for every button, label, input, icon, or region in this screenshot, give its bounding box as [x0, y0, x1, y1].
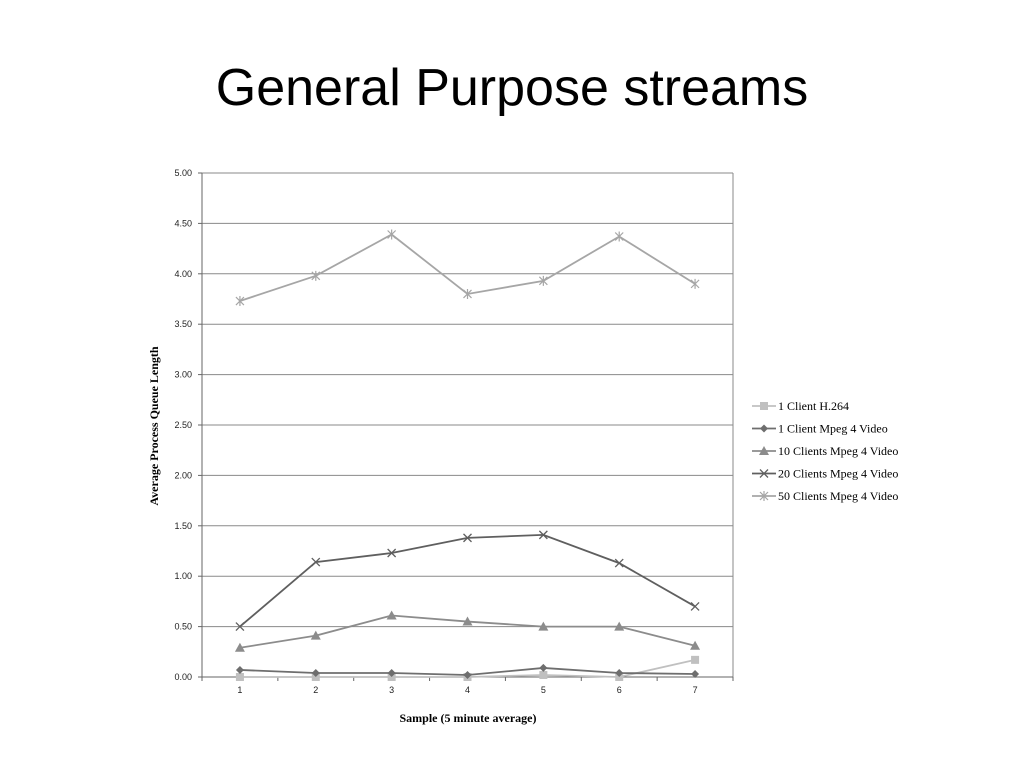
y-tick-label: 1.50 — [174, 521, 192, 531]
data-point — [614, 621, 625, 631]
data-point — [690, 640, 701, 650]
y-tick-label: 3.50 — [174, 319, 192, 329]
data-point — [614, 558, 624, 568]
legend-entry: 50 Clients Mpeg 4 Video — [752, 489, 898, 503]
data-point — [234, 642, 245, 652]
y-tick-label: 5.00 — [174, 168, 192, 178]
legend-entry: 10 Clients Mpeg 4 Video — [752, 444, 898, 458]
x-tick-label: 3 — [389, 685, 394, 695]
data-point — [539, 670, 548, 679]
x-tick-label: 1 — [237, 685, 242, 695]
data-point — [463, 288, 472, 299]
x-tick-label: 5 — [541, 685, 546, 695]
data-point — [615, 668, 624, 677]
data-point — [386, 610, 397, 620]
y-axis-title: Average Process Queue Length — [147, 346, 161, 506]
data-point — [387, 548, 397, 558]
series-line — [239, 533, 696, 628]
data-point — [538, 621, 549, 631]
data-point — [614, 231, 624, 242]
data-point — [690, 278, 700, 289]
data-point — [691, 655, 700, 664]
legend-marker — [759, 491, 769, 501]
legend-label: 1 Client Mpeg 4 Video — [778, 422, 888, 436]
series-2 — [235, 663, 700, 679]
axes: 0.00 0.50 1.00 1.50 2.00 2.50 3.00 3.50 4.00 4.50… — [174, 168, 734, 695]
x-tick-label: 4 — [465, 685, 470, 695]
slide-title: General Purpose streams — [215, 59, 809, 117]
legend-marker — [759, 446, 769, 455]
data-point — [387, 668, 396, 677]
data-point — [387, 229, 397, 240]
legend-marker — [759, 469, 769, 478]
legend-entry: 1 Client H.264 — [752, 399, 849, 413]
data-point — [615, 673, 624, 681]
data-point — [387, 673, 396, 681]
x-tick-label: 6 — [617, 685, 622, 695]
y-tick-label: 2.00 — [174, 470, 192, 480]
x-tick-label: 2 — [313, 685, 318, 695]
data-point — [691, 669, 700, 678]
y-tick-label: 4.00 — [174, 269, 192, 279]
y-tick-label: 4.50 — [174, 218, 192, 228]
y-tick-label: 2.50 — [174, 420, 192, 430]
data-point — [462, 616, 473, 626]
data-point — [235, 665, 244, 674]
gridlines — [202, 172, 733, 678]
legend: 1 Client H.264 1 Client Mpeg 4 Video 10 Cl… — [752, 399, 898, 503]
data-point — [235, 296, 245, 307]
data-point — [463, 533, 472, 543]
legend-label: 1 Client H.264 — [778, 399, 849, 413]
legend-label: 20 Clients Mpeg 4 Video — [778, 467, 898, 481]
data-point — [311, 668, 320, 677]
y-tick-label: 3.00 — [174, 370, 192, 380]
series-3 — [234, 610, 701, 652]
data-point — [538, 275, 548, 286]
data-point — [539, 663, 548, 672]
legend-entry: 1 Client Mpeg 4 Video — [752, 422, 888, 436]
y-tick-label: 0.00 — [174, 672, 192, 682]
legend-label: 50 Clients Mpeg 4 Video — [778, 489, 898, 503]
x-axis-title: Sample (5 minute average) — [400, 711, 537, 725]
series-lines — [234, 229, 701, 681]
series-5 — [235, 229, 700, 307]
data-point — [538, 530, 548, 540]
data-point — [311, 557, 321, 567]
data-point — [463, 670, 472, 679]
legend-marker — [760, 424, 768, 433]
data-point — [235, 673, 244, 681]
x-tick-label: 7 — [693, 685, 698, 695]
legend-label: 10 Clients Mpeg 4 Video — [778, 444, 898, 458]
data-point — [235, 622, 245, 632]
data-point — [690, 601, 700, 611]
data-point — [310, 630, 321, 640]
legend-marker — [760, 402, 768, 410]
legend-entry: 20 Clients Mpeg 4 Video — [752, 467, 898, 481]
data-point — [311, 270, 321, 281]
series-4 — [235, 530, 700, 632]
y-tick-label: 0.50 — [174, 622, 192, 632]
y-tick-label: 1.00 — [174, 571, 192, 581]
data-point — [311, 673, 320, 681]
